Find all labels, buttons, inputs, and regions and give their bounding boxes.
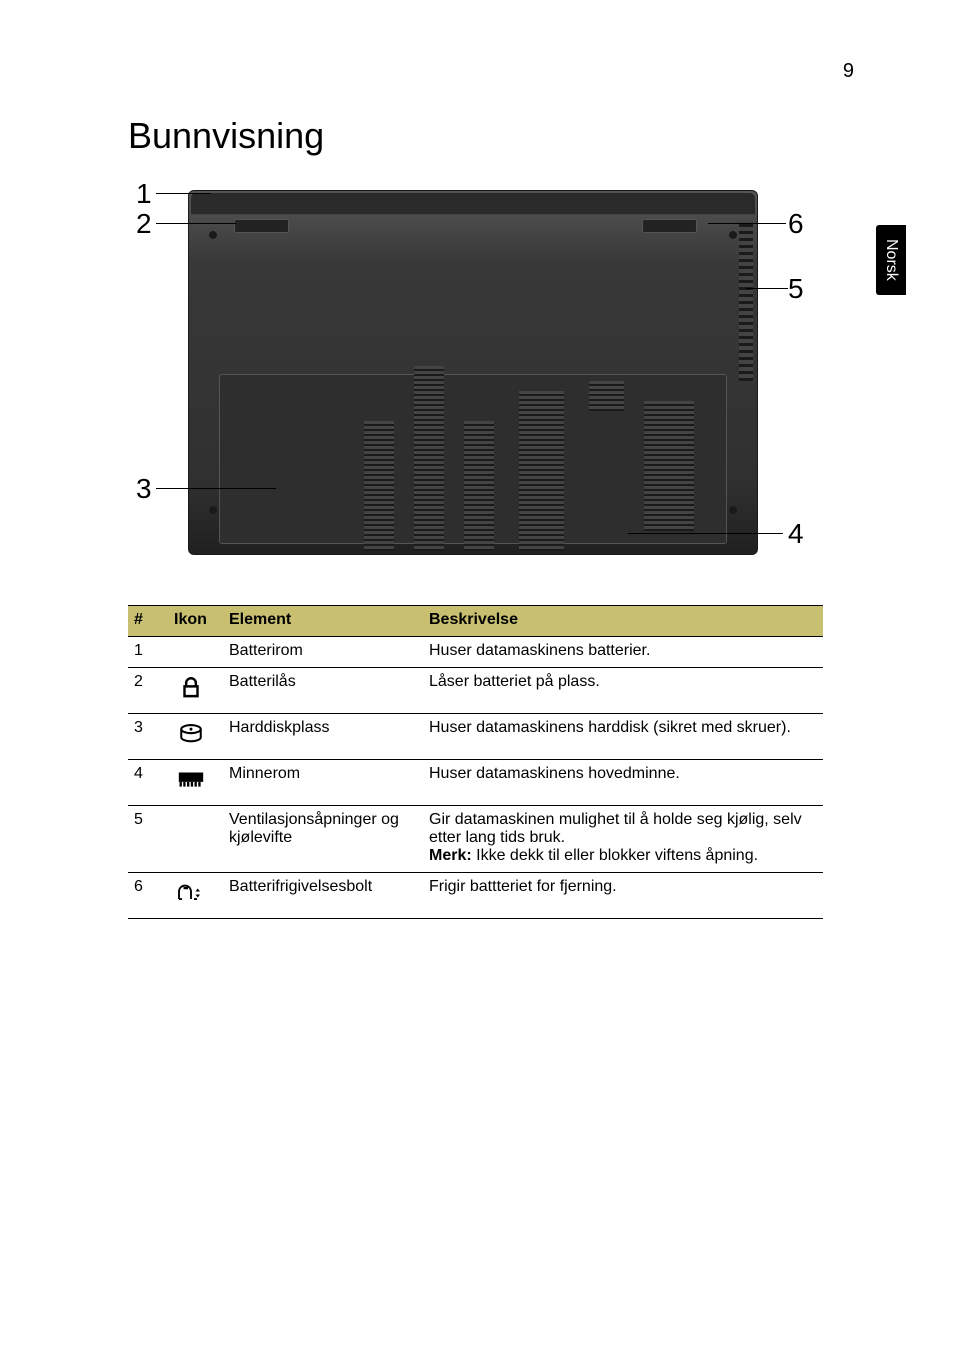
table-row: 6 Batterifrigivelsesbolt Frigir battteri… xyxy=(128,873,823,919)
header-num: # xyxy=(128,606,158,637)
vent-slot xyxy=(644,401,694,531)
row-element: Minnerom xyxy=(223,760,423,806)
row-desc: Gir datamaskinen mulighet til å holde se… xyxy=(423,806,823,873)
row-desc: Låser batteriet på plass. xyxy=(423,668,823,714)
desc-text: Gir datamaskinen mulighet til å holde se… xyxy=(429,811,802,846)
callout-2: 2 xyxy=(136,208,152,240)
callout-3: 3 xyxy=(136,473,152,505)
vent-slot xyxy=(589,381,624,411)
table-row: 2 Batterilås Låser batteriet på plass. xyxy=(128,668,823,714)
row-desc: Huser datamaskinens batterier. xyxy=(423,637,823,668)
page-number: 9 xyxy=(843,60,854,83)
callout-1: 1 xyxy=(136,178,152,210)
row-element: Batterirom xyxy=(223,637,423,668)
table-row: 3 Harddiskplass Huser datamaskinens hard… xyxy=(128,714,823,760)
side-vent xyxy=(739,221,753,381)
row-desc: Frigir battteriet for fjerning. xyxy=(423,873,823,919)
callout-6: 6 xyxy=(788,208,804,240)
header-desc: Beskrivelse xyxy=(423,606,823,637)
vent-slot xyxy=(464,421,494,551)
row-element: Batterilås xyxy=(223,668,423,714)
row-desc: Huser datamaskinens hovedminne. xyxy=(423,760,823,806)
header-element: Element xyxy=(223,606,423,637)
row-icon xyxy=(158,806,223,873)
battery-bay xyxy=(191,193,755,215)
vent-slot xyxy=(519,391,564,551)
table-row: 1 Batterirom Huser datamaskinens batteri… xyxy=(128,637,823,668)
row-element: Harddiskplass xyxy=(223,714,423,760)
row-icon xyxy=(158,637,223,668)
parts-table: # Ikon Element Beskrivelse 1 Batterirom … xyxy=(128,605,823,919)
vent-slot xyxy=(364,421,394,551)
hdd-icon xyxy=(158,714,223,760)
language-tab: Norsk xyxy=(876,225,906,295)
lock-icon xyxy=(158,668,223,714)
row-element: Batterifrigivelsesbolt xyxy=(223,873,423,919)
desc-text: Ikke dekk til eller blokker viftens åpni… xyxy=(472,847,758,864)
row-num: 5 xyxy=(128,806,158,873)
table-header-row: # Ikon Element Beskrivelse xyxy=(128,606,823,637)
page-title: Bunnvisning xyxy=(128,115,324,157)
table-row: 5 Ventilasjonsåpninger og kjølevifte Gir… xyxy=(128,806,823,873)
vent-slot xyxy=(414,366,444,551)
laptop-bottom-figure: 1 2 3 4 5 6 xyxy=(128,175,823,570)
row-num: 3 xyxy=(128,714,158,760)
table-row: 4 Minnerom Huser datamaskinens hovedminn… xyxy=(128,760,823,806)
laptop-base xyxy=(188,190,758,555)
callout-4: 4 xyxy=(788,518,804,550)
row-num: 2 xyxy=(128,668,158,714)
callout-5: 5 xyxy=(788,273,804,305)
row-num: 6 xyxy=(128,873,158,919)
row-desc: Huser datamaskinens harddisk (sikret med… xyxy=(423,714,823,760)
row-num: 4 xyxy=(128,760,158,806)
ram-icon xyxy=(158,760,223,806)
desc-bold: Merk: xyxy=(429,847,472,864)
header-icon: Ikon xyxy=(158,606,223,637)
battery-release-slider xyxy=(642,219,697,233)
release-icon xyxy=(158,873,223,919)
row-element: Ventilasjonsåpninger og kjølevifte xyxy=(223,806,423,873)
battery-lock-slider xyxy=(234,219,289,233)
row-num: 1 xyxy=(128,637,158,668)
